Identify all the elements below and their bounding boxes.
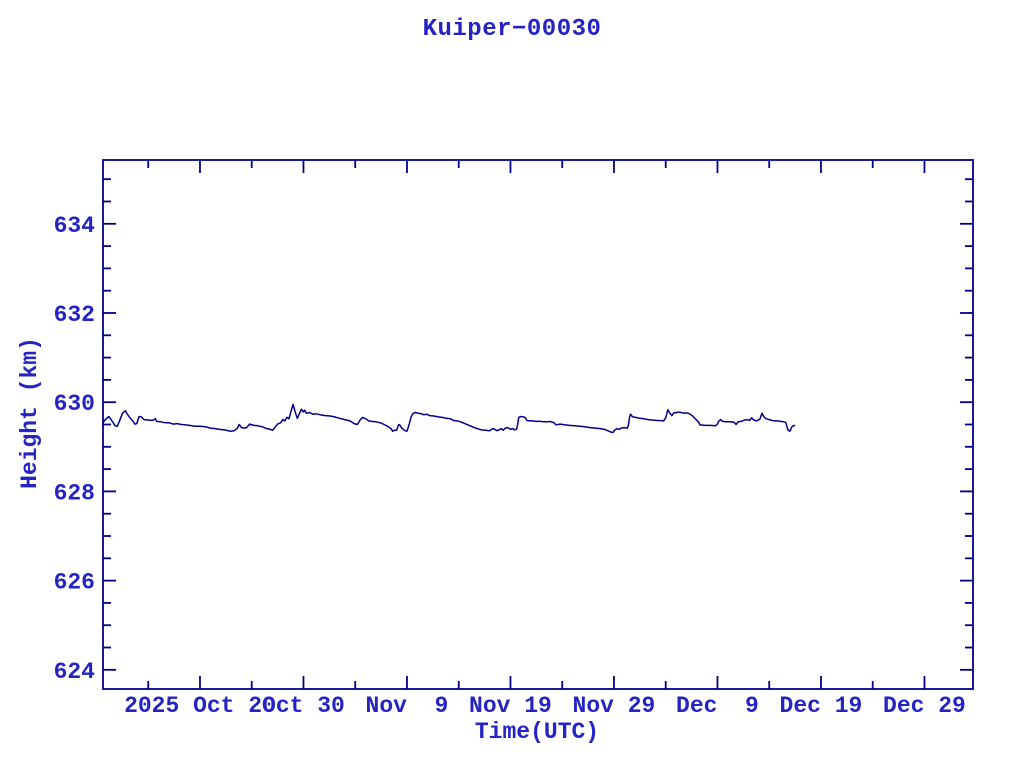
plot-frame — [102, 159, 974, 690]
x-tick-label: Dec 29 — [883, 693, 966, 719]
y-tick-label: 630 — [54, 391, 95, 417]
x-axis-label: Time(UTC) — [474, 719, 600, 745]
y-tick-label: 634 — [54, 213, 96, 239]
y-axis-label: Height (km) — [17, 337, 43, 489]
x-tick-label: Nov 29 — [573, 693, 656, 719]
x-tick-label: Nov 9 — [366, 693, 449, 719]
x-tick-label: Dec 9 — [676, 693, 759, 719]
x-tick-label: 2025 Oct 20 — [124, 693, 276, 719]
y-tick-label: 626 — [54, 570, 95, 596]
y-tick-label: 624 — [54, 659, 96, 685]
x-tick-label: Dec 19 — [780, 693, 863, 719]
height-series-line — [102, 403, 796, 434]
x-tick-label: Nov 19 — [469, 693, 552, 719]
y-tick-label: 632 — [54, 302, 95, 328]
x-tick-label: Oct 30 — [262, 693, 345, 719]
chart-title: Kuiper−00030 — [422, 16, 602, 43]
axis-ticks — [103, 160, 973, 689]
y-tick-label: 628 — [54, 480, 95, 506]
